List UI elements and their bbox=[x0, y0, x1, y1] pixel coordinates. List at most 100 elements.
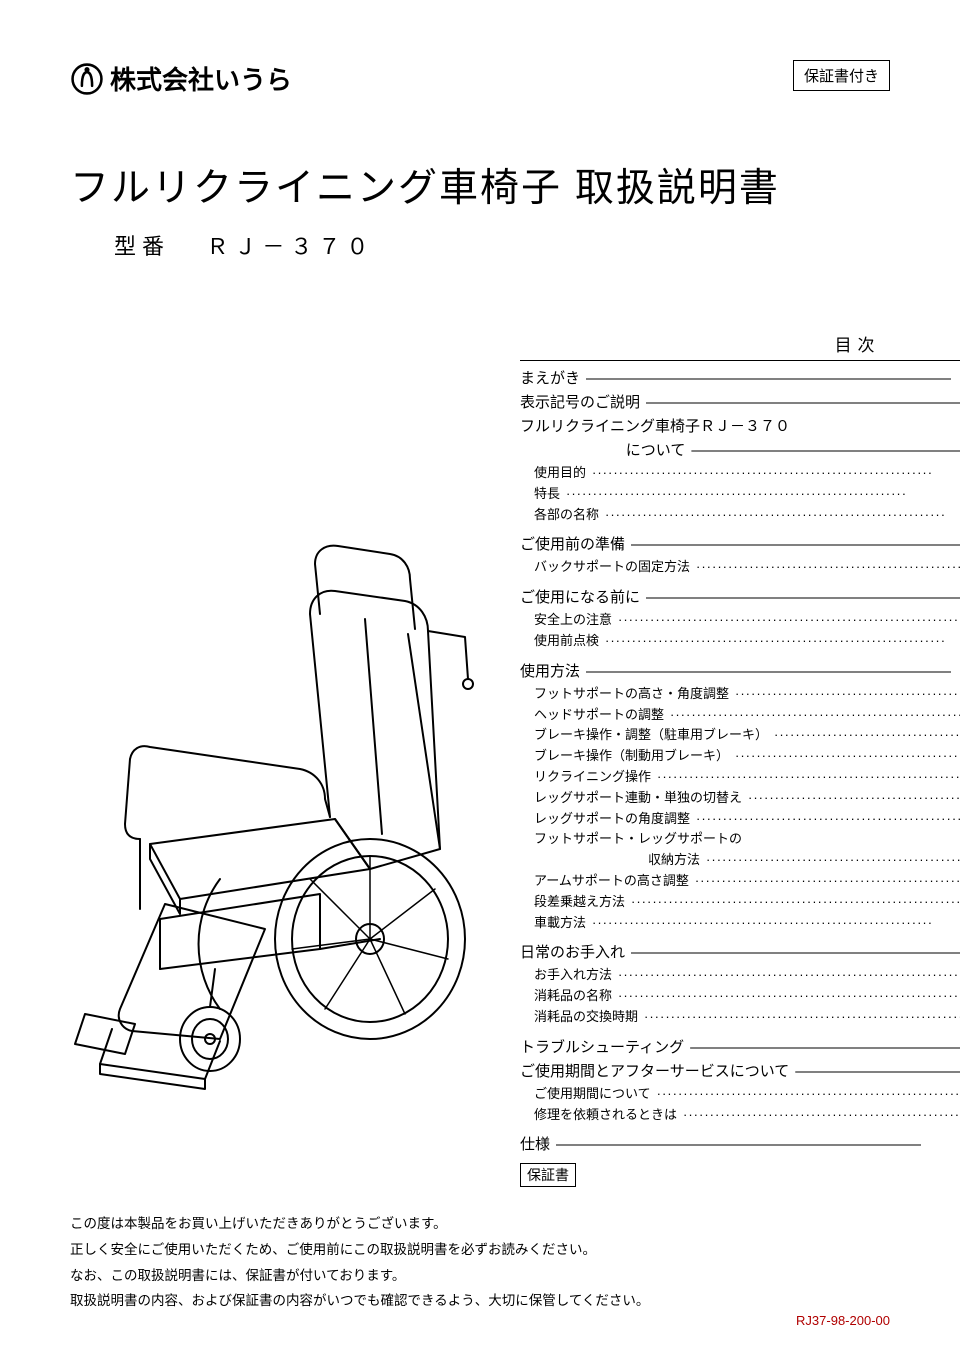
toc-leader bbox=[618, 610, 960, 631]
toc-label: トラブルシューティング bbox=[520, 1036, 684, 1060]
toc-item-row: 安全上の注意8 bbox=[520, 610, 960, 631]
toc-leader bbox=[586, 367, 960, 391]
toc-leader bbox=[605, 505, 960, 526]
toc-item-row: 消耗品の交換時期2 9 bbox=[520, 1007, 960, 1028]
toc-section-row: ご使用期間とアフターサービスについて3 1 bbox=[520, 1060, 960, 1084]
toc-label: アームサポートの高さ調整 bbox=[534, 871, 689, 892]
toc-label: 特長 bbox=[534, 484, 560, 505]
toc-label: 段差乗越え方法 bbox=[534, 892, 625, 913]
toc-leader bbox=[592, 913, 960, 934]
toc-leader bbox=[657, 1084, 960, 1105]
toc-leader bbox=[618, 986, 960, 1007]
toc-item-row: レッグサポート連動・単独の切替え2 0 bbox=[520, 788, 960, 809]
toc-leader bbox=[586, 660, 960, 684]
toc-label: 消耗品の交換時期 bbox=[534, 1007, 638, 1028]
toc-label: 仕様 bbox=[520, 1133, 550, 1157]
footer-line: なお、この取扱説明書には、保証書が付いております。 bbox=[70, 1263, 890, 1289]
toc-leader bbox=[566, 484, 960, 505]
toc-leader bbox=[774, 725, 960, 746]
toc-section-row: 日常のお手入れ2 7 bbox=[520, 941, 960, 965]
toc-leader bbox=[735, 684, 960, 705]
toc-item-row: 使用前点検1 2 bbox=[520, 631, 960, 652]
toc-item-row: アームサポートの高さ調整2 3 bbox=[520, 871, 960, 892]
toc-item-row: お手入れ方法2 7 bbox=[520, 965, 960, 986]
toc-item-row: バックサポートの固定方法5 bbox=[520, 557, 960, 578]
toc-label: ご使用前の準備 bbox=[520, 533, 625, 557]
toc-item-row: フットサポート・レッグサポートの bbox=[520, 829, 960, 850]
footer-line: 取扱説明書の内容、および保証書の内容がいつでも確認できるよう、大切に保管してくだ… bbox=[70, 1288, 890, 1314]
toc-leader bbox=[631, 533, 960, 557]
toc-item-row: ブレーキ操作・調整（駐車用ブレーキ）1 7 bbox=[520, 725, 960, 746]
wheelchair-icon bbox=[70, 539, 490, 1099]
toc-label: リクライニング操作 bbox=[534, 767, 651, 788]
toc-leader bbox=[618, 965, 960, 986]
toc-label: 車載方法 bbox=[534, 913, 586, 934]
toc-leader bbox=[695, 871, 960, 892]
model-label: 型番 bbox=[114, 234, 170, 259]
toc-item-row: 各部の名称4 bbox=[520, 505, 960, 526]
document-title: フルリクライニング車椅子 取扱説明書 bbox=[70, 157, 890, 213]
toc-item-row: ヘッドサポートの調整1 5 bbox=[520, 705, 960, 726]
toc-item-row: ブレーキ操作（制動用ブレーキ）1 8 bbox=[520, 746, 960, 767]
company-name: 株式会社いうら bbox=[110, 60, 292, 97]
toc-leader bbox=[683, 1105, 960, 1126]
toc-leader bbox=[644, 1007, 960, 1028]
toc-leader bbox=[690, 1036, 960, 1060]
toc-leader bbox=[691, 439, 960, 463]
toc-label: 使用目的 bbox=[534, 463, 586, 484]
toc-section-row: トラブルシューティング3 0 bbox=[520, 1036, 960, 1060]
toc-label: ご使用になる前に bbox=[520, 586, 640, 610]
product-illustration bbox=[70, 331, 490, 1187]
toc-label: フルリクライニング車椅子ＲＪ－３７０ bbox=[520, 415, 790, 439]
toc-item-row: 車載方法2 6 bbox=[520, 913, 960, 934]
toc-item-row: 使用目的3 bbox=[520, 463, 960, 484]
toc-label: 各部の名称 bbox=[534, 505, 599, 526]
toc-leader bbox=[646, 586, 960, 610]
toc-leader bbox=[592, 463, 960, 484]
toc-label: 使用方法 bbox=[520, 660, 580, 684]
toc-item-row: 修理を依頼されるときは3 1 bbox=[520, 1105, 960, 1126]
toc-label: お手入れ方法 bbox=[534, 965, 612, 986]
toc-label: ブレーキ操作・調整（駐車用ブレーキ） bbox=[534, 725, 768, 746]
toc-label: レッグサポート連動・単独の切替え bbox=[534, 788, 742, 809]
toc-section-row: フルリクライニング車椅子ＲＪ－３７０ bbox=[520, 415, 960, 439]
toc-item-row: レッグサポートの角度調整2 1 bbox=[520, 809, 960, 830]
toc-item-row: リクライニング操作1 9 bbox=[520, 767, 960, 788]
toc-label: 安全上の注意 bbox=[534, 610, 612, 631]
toc-item-row: 段差乗越え方法2 4 bbox=[520, 892, 960, 913]
toc-leader bbox=[605, 631, 960, 652]
footer-line: この度は本製品をお買い上げいただきありがとうございます。 bbox=[70, 1211, 890, 1237]
toc-section-row: 表示記号のご説明2 bbox=[520, 391, 960, 415]
toc-heading: 目次 bbox=[520, 331, 960, 361]
toc-item-row: 消耗品の名称2 8 bbox=[520, 986, 960, 1007]
toc-leader bbox=[735, 746, 960, 767]
company-logo: 株式会社いうら bbox=[70, 60, 292, 97]
toc-label: 収納方法 bbox=[648, 850, 700, 871]
toc-leader bbox=[706, 850, 960, 871]
toc-label: 修理を依頼されるときは bbox=[534, 1105, 677, 1126]
model-number: ＲＪ－３７０ bbox=[206, 234, 374, 259]
logo-mark-icon bbox=[70, 62, 104, 96]
toc-leader bbox=[646, 391, 960, 415]
document-code: RJ37-98-200-00 bbox=[796, 1313, 890, 1328]
toc-warranty-box: 保証書 bbox=[520, 1163, 576, 1187]
footer-notes: この度は本製品をお買い上げいただきありがとうございます。 正しく安全にご使用いた… bbox=[70, 1211, 890, 1314]
toc-section-row: について3 bbox=[520, 439, 960, 463]
toc-label: まえがき bbox=[520, 367, 580, 391]
toc-label: ご使用期間とアフターサービスについて bbox=[520, 1060, 789, 1084]
toc-label: 日常のお手入れ bbox=[520, 941, 625, 965]
toc-label: レッグサポートの角度調整 bbox=[534, 809, 690, 830]
toc-leader bbox=[657, 767, 960, 788]
toc-leader bbox=[795, 1060, 960, 1084]
toc-item-row: 特長3 bbox=[520, 484, 960, 505]
toc-item-row: ご使用期間について3 1 bbox=[520, 1084, 960, 1105]
toc-label: 使用前点検 bbox=[534, 631, 599, 652]
toc-leader bbox=[631, 892, 960, 913]
toc-leader bbox=[696, 809, 960, 830]
toc-label: 消耗品の名称 bbox=[534, 986, 612, 1007]
toc-label: フットサポートの高さ・角度調整 bbox=[534, 684, 729, 705]
toc-label: について bbox=[626, 439, 686, 463]
toc-section-row: まえがき2 bbox=[520, 367, 960, 391]
toc-item-row: 収納方法2 2 bbox=[520, 850, 960, 871]
toc-leader bbox=[748, 788, 960, 809]
